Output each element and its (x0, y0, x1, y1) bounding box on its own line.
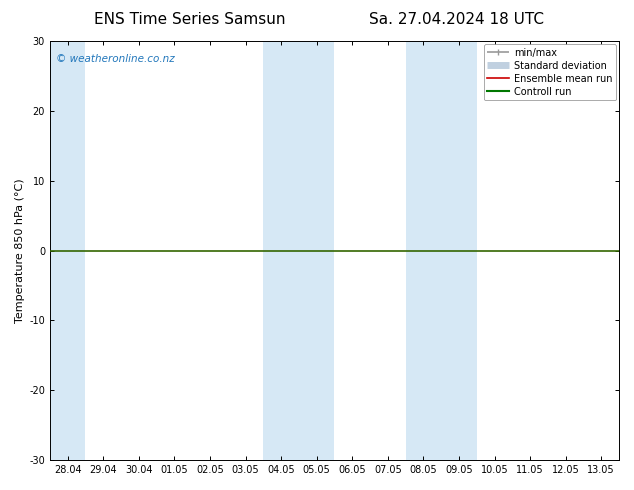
Text: © weatheronline.co.nz: © weatheronline.co.nz (56, 53, 174, 64)
Bar (50, 41, 86, 460)
Bar (406, 41, 477, 460)
Bar (263, 41, 335, 460)
Y-axis label: Temperature 850 hPa (°C): Temperature 850 hPa (°C) (15, 178, 25, 323)
Text: ENS Time Series Samsun: ENS Time Series Samsun (94, 12, 286, 27)
Text: Sa. 27.04.2024 18 UTC: Sa. 27.04.2024 18 UTC (369, 12, 544, 27)
Legend: min/max, Standard deviation, Ensemble mean run, Controll run: min/max, Standard deviation, Ensemble me… (484, 44, 616, 100)
